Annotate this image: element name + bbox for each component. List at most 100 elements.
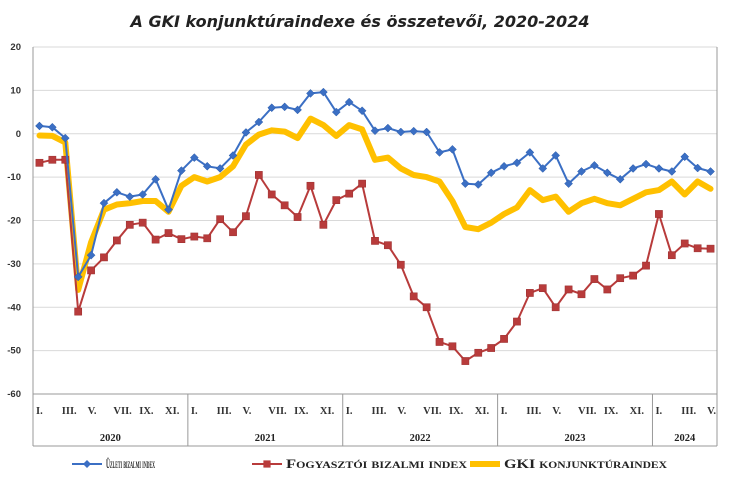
- data-point: [345, 189, 354, 198]
- year-label: 2024: [674, 433, 696, 444]
- x-tick-label: III.: [372, 406, 387, 417]
- y-tick-label: -40: [7, 302, 21, 313]
- data-point: [332, 196, 341, 204]
- y-tick-label: 20: [10, 42, 21, 53]
- data-point: [87, 266, 95, 275]
- series-line: [38, 158, 712, 362]
- data-point: [538, 284, 547, 293]
- data-point: [48, 122, 57, 132]
- x-tick-label: III.: [62, 406, 77, 417]
- series-1: [35, 155, 715, 365]
- data-point: [396, 260, 405, 269]
- data-point: [190, 232, 199, 241]
- x-tick-label: IX.: [604, 406, 619, 417]
- x-tick-label: V.: [242, 406, 251, 417]
- legend-label: Fogyasztói bizalmi index: [286, 457, 468, 471]
- data-point: [499, 161, 509, 171]
- data-point: [590, 161, 599, 170]
- data-point: [61, 155, 70, 164]
- data-point: [551, 151, 561, 160]
- data-point: [448, 145, 457, 154]
- data-point: [293, 105, 302, 115]
- data-point: [422, 127, 431, 137]
- series-line: [36, 115, 714, 293]
- x-tick-label: IX.: [449, 406, 464, 417]
- data-point: [203, 234, 212, 243]
- data-point: [525, 148, 535, 157]
- year-label: 2022: [410, 433, 431, 444]
- y-tick-label: 10: [10, 85, 21, 96]
- year-label: 2021: [255, 433, 276, 444]
- x-tick-label: XI.: [320, 406, 335, 417]
- data-point: [655, 210, 663, 218]
- data-point: [99, 198, 109, 208]
- data-point: [35, 158, 44, 167]
- data-point: [228, 151, 238, 160]
- data-point: [474, 348, 483, 357]
- x-tick-label: VII.: [423, 406, 442, 417]
- data-point: [706, 167, 715, 176]
- data-point: [60, 133, 70, 143]
- series-0: [35, 87, 715, 282]
- data-point: [125, 192, 135, 201]
- data-point: [254, 171, 263, 179]
- x-tick-label: I.: [501, 406, 508, 417]
- data-point: [706, 244, 715, 253]
- x-tick-label: XI.: [165, 406, 180, 417]
- data-point: [125, 220, 134, 229]
- data-point: [370, 126, 380, 136]
- data-point: [86, 250, 96, 260]
- y-tick-label: -10: [7, 172, 21, 183]
- x-tick-label: I.: [36, 406, 43, 417]
- x-tick-label: VII.: [268, 406, 287, 417]
- data-point: [113, 236, 121, 245]
- chart-title: A GKI konjunktúraindexe és összetevői, 2…: [129, 12, 590, 31]
- legend-item-1: Fogyasztói bizalmi index: [252, 457, 468, 471]
- data-point: [280, 102, 290, 112]
- x-tick-label: V.: [397, 406, 406, 417]
- data-point: [138, 218, 147, 227]
- data-point: [177, 235, 186, 244]
- data-point: [293, 213, 302, 221]
- data-point: [577, 167, 586, 176]
- grid-layer: [32, 46, 718, 447]
- data-point: [306, 181, 315, 190]
- data-point: [667, 251, 676, 260]
- data-point: [151, 174, 160, 184]
- year-label: 2023: [565, 433, 586, 444]
- legend: Üzleti bizalmi index Fogyasztói bizalmi i…: [72, 457, 668, 471]
- data-point: [512, 158, 522, 168]
- data-point: [151, 235, 160, 244]
- data-point: [384, 241, 392, 250]
- y-axis: 20 10 0 -10 -20 -30 -40 -50 -60: [7, 42, 21, 400]
- data-point: [35, 121, 44, 131]
- data-point: [189, 153, 199, 162]
- x-axis: I. III. V. VII. IX. XI. 2020 I. III. V. VII. IX. XI.…: [32, 394, 716, 446]
- x-tick-label: V.: [88, 406, 97, 417]
- data-point: [331, 107, 341, 117]
- data-point: [667, 167, 677, 176]
- data-point: [654, 164, 664, 173]
- data-point: [112, 187, 122, 197]
- series-layer: [35, 87, 715, 365]
- data-point: [267, 190, 276, 199]
- x-tick-label: XI.: [630, 406, 645, 417]
- x-tick-label: III.: [681, 406, 696, 417]
- data-point: [435, 338, 444, 346]
- data-point: [513, 317, 521, 326]
- data-point: [409, 292, 418, 301]
- data-point: [229, 228, 237, 237]
- data-point: [344, 97, 354, 107]
- x-tick-label: IX.: [294, 406, 309, 417]
- x-tick-label: V.: [707, 406, 716, 417]
- data-point: [435, 148, 444, 157]
- data-point: [603, 285, 612, 294]
- data-point: [526, 289, 534, 297]
- x-tick-label: III.: [526, 406, 541, 417]
- y-tick-label: -30: [7, 259, 21, 270]
- series-line: [38, 91, 712, 278]
- data-point: [461, 357, 470, 365]
- data-point: [48, 155, 57, 164]
